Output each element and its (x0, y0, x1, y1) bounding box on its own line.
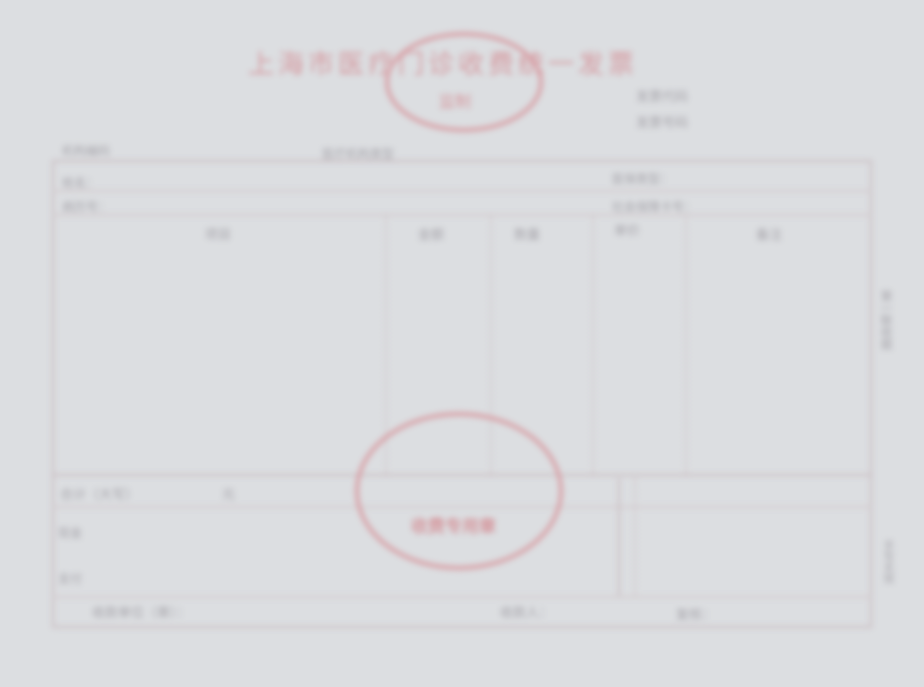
side-copy-label: 第一联收据 (879, 290, 893, 350)
footer-payee: 收款人： (500, 606, 553, 621)
payment-area-divider (618, 478, 620, 598)
header-institution-code: 机构编码 (62, 144, 111, 158)
insurance-type-label: 医保类型： (612, 172, 673, 186)
side-invalid-label: 手写无效 (882, 540, 895, 584)
table-left-border (52, 160, 54, 628)
footer-reviewer: 复核： (676, 608, 716, 623)
footer-row-divider (52, 596, 872, 598)
invoice-code: 发票代码 (636, 90, 689, 105)
payment-seal-text: 收费专用章 (411, 517, 496, 537)
payment-cash-label: 现金 (58, 526, 83, 540)
patient-name-label: 姓名： (62, 176, 99, 190)
header-institution-type: 医疗机构类型 (322, 147, 395, 161)
header-row-divider (52, 214, 872, 216)
column-divider-2 (490, 216, 492, 474)
footer-payee-unit: 收款单位（章）： (92, 606, 190, 621)
top-seal-text: 监制 (439, 92, 472, 111)
record-number-label: 病历号： (62, 200, 111, 214)
payment-area-divider-2 (634, 478, 636, 598)
column-divider-1 (385, 216, 387, 474)
column-divider-4 (685, 216, 687, 474)
column-header-quantity: 数量 (514, 228, 541, 243)
column-header-items: 项目 (205, 228, 232, 243)
table-bottom-border (52, 626, 872, 628)
top-seal-stamp: 监制 (385, 32, 543, 132)
column-divider-3 (592, 216, 594, 474)
total-uppercase-label: 合计（大写） (60, 488, 139, 503)
info-row-divider (52, 190, 872, 192)
social-card-label: 社会保障卡号： (612, 200, 697, 214)
column-header-note: 备注 (756, 228, 783, 243)
column-header-amount: 金额 (418, 228, 445, 243)
payment-seal-stamp: 收费专用章 (355, 412, 563, 570)
total-unit-label: 元 (222, 488, 236, 503)
table-right-border (870, 160, 872, 628)
invoice-number: 发票号码 (636, 116, 689, 131)
table-top-border (52, 160, 872, 162)
payment-pay-label: 支付 (58, 572, 83, 586)
column-header-price: 单价 (614, 224, 641, 239)
